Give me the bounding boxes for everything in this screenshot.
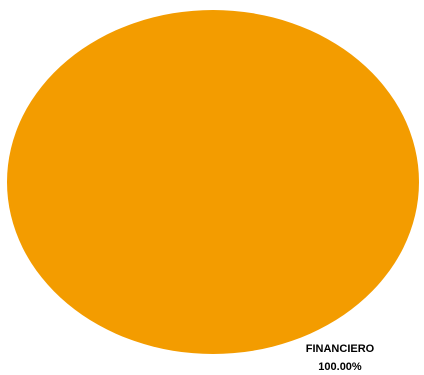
slice-label-percent: 100.00% [318,361,362,373]
slice-label-category: FINANCIERO [306,343,375,355]
pie-slice-financiero [7,10,419,354]
pie-slices [7,10,419,354]
